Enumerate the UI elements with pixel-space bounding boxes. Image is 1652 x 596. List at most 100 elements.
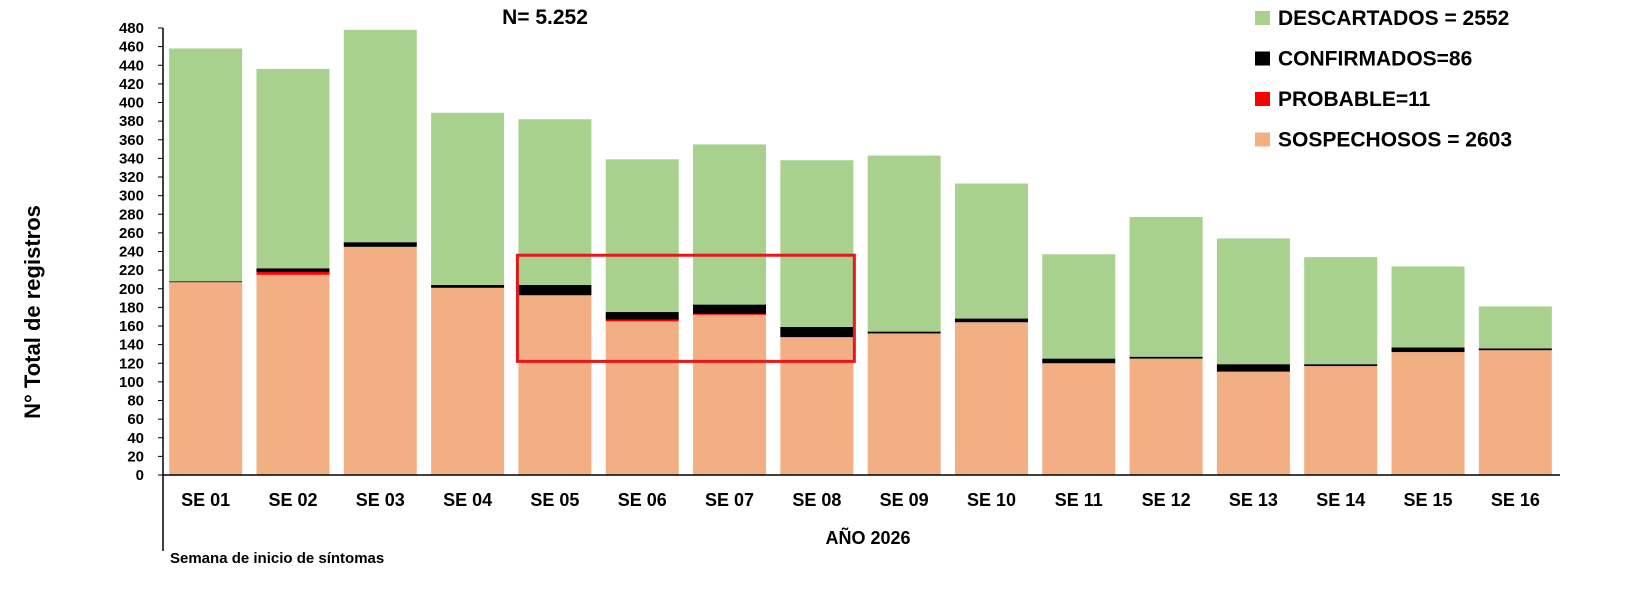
bar-segment [1478,350,1552,475]
bar-segment [256,68,330,269]
bar-segment [343,246,417,475]
bar-segment [1216,364,1290,372]
bar-segment [518,119,592,286]
y-tick-label: 120 [119,355,144,372]
y-tick-label: 160 [119,318,144,335]
x-axis-tick-labels: SE 01 SE 02 SE 03 SE 04 SE 05 SE 06 SE 07 SE 08… [181,490,1540,510]
bars [169,29,1552,475]
bar-segment [605,159,679,313]
bar-segment [780,337,854,475]
y-tick-label: 440 [119,57,144,74]
y-tick-label: 180 [119,299,144,316]
bar-segment [693,314,767,475]
y-tick-label: 140 [119,337,144,354]
bar-segment [1391,352,1465,475]
bar-segment [1216,371,1290,475]
y-axis-label: N° Total de registros [20,205,45,419]
y-tick-label: 480 [119,20,144,37]
x-tick-label: SE 03 [356,490,405,510]
x-tick-label: SE 04 [443,490,492,510]
legend: DESCARTADOS = 2552 CONFIRMADOS=86 PROBABLE… [1255,7,1512,152]
y-tick-label: 240 [119,244,144,261]
legend-swatch [1255,51,1270,66]
bar-segment [867,155,941,332]
bar-segment [1042,358,1116,364]
legend-swatch [1255,11,1270,25]
x-tick-label: SE 10 [967,490,1016,510]
legend-swatch [1255,92,1270,106]
bar-segment [1129,358,1203,475]
y-tick-label: 80 [127,393,144,410]
bar-segment [1129,217,1203,357]
bar-segment [605,312,679,320]
bar-segment [693,304,767,314]
bar-segment [780,160,854,327]
bar-segment [867,333,941,475]
y-tick-label: 300 [119,188,144,205]
legend-swatch [1255,132,1270,147]
bar-segment [1042,254,1116,359]
x-tick-label: SE 13 [1229,490,1278,510]
x-tick-label: SE 15 [1404,490,1453,510]
legend-label: PROBABLE=11 [1278,88,1431,111]
bar-segment [518,295,592,475]
bar-segment [169,48,243,282]
bar-segment [954,183,1028,319]
y-tick-label: 60 [127,411,144,428]
bar-segment [693,144,767,305]
chart-title: N= 5.252 [502,6,588,29]
y-axis-ticks: 0204060801001201401601802002202402602803… [119,20,163,484]
y-tick-label: 420 [119,76,144,93]
bar-segment [431,112,505,286]
y-tick-label: 0 [136,467,144,484]
legend-label: SOSPECHOSOS = 2603 [1278,129,1512,152]
x-tick-label: SE 16 [1491,490,1540,510]
x-tick-label: SE 14 [1316,490,1365,510]
bar-segment [605,319,679,322]
y-tick-label: 220 [119,262,144,279]
bar-segment [1042,363,1116,475]
y-tick-label: 100 [119,374,144,391]
bar-segment [343,242,417,247]
bar-segment [169,282,243,475]
bar-segment [1391,266,1465,348]
x-tick-label: SE 09 [880,490,929,510]
y-tick-label: 320 [119,169,144,186]
y-tick-label: 360 [119,132,144,149]
y-tick-label: 20 [127,448,144,465]
y-tick-label: 460 [119,39,144,56]
legend-label: DESCARTADOS = 2552 [1278,7,1509,30]
bar-segment [1391,347,1465,353]
bar-segment [1216,238,1290,365]
x-axis-subcaption: Semana de inicio de síntomas [170,550,384,567]
x-tick-label: SE 01 [181,490,230,510]
bar-segment [256,271,330,275]
y-tick-label: 40 [127,430,144,447]
x-tick-label: SE 06 [618,490,667,510]
bar-segment [518,285,592,296]
bar-segment [693,313,767,315]
bar-segment [1129,356,1203,359]
bar-segment [780,326,854,338]
y-tick-label: 380 [119,113,144,130]
y-tick-label: 200 [119,281,144,298]
x-tick-label: SE 08 [792,490,841,510]
legend-label: CONFIRMADOS=86 [1278,48,1472,71]
bar-segment [1304,364,1378,367]
bar-segment [1478,348,1552,351]
bar-segment [256,274,330,475]
x-tick-label: SE 05 [530,490,579,510]
bar-segment [1304,257,1378,365]
y-tick-label: 280 [119,206,144,223]
bar-segment [1304,366,1378,475]
x-tick-label: SE 11 [1055,490,1103,510]
bar-segment [343,29,417,243]
y-tick-label: 260 [119,225,144,242]
bar-segment [256,268,330,272]
x-tick-label: SE 12 [1142,490,1191,510]
bar-segment [954,322,1028,475]
y-tick-label: 400 [119,95,144,112]
bar-segment [431,287,505,475]
x-tick-label: SE 02 [268,490,317,510]
